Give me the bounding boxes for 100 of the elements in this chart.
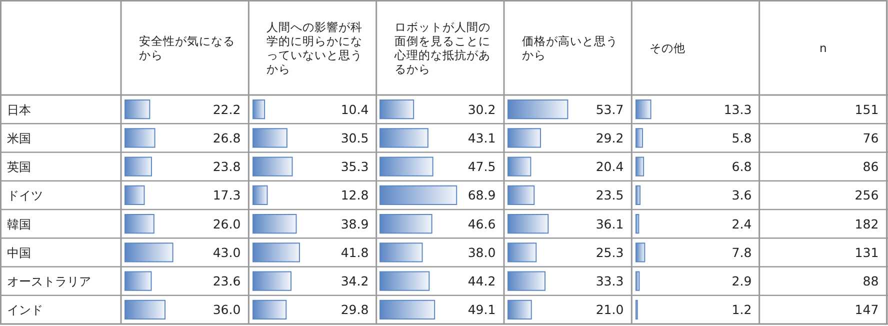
bar	[124, 214, 154, 234]
text: 131	[855, 244, 879, 260]
bar	[635, 185, 640, 205]
text: 76	[863, 130, 880, 146]
bar	[380, 156, 434, 176]
data-label: 36.0	[212, 302, 241, 318]
data-label: 46.6	[468, 216, 496, 232]
data-label: 25.3	[596, 244, 624, 260]
data-label: 13.3	[723, 102, 752, 117]
bar	[252, 185, 268, 205]
data-label: 23.6	[212, 274, 241, 289]
text: n	[818, 40, 828, 56]
data-label: 29.8	[340, 302, 368, 318]
data-label: 30.5	[340, 130, 368, 146]
bar	[380, 271, 430, 291]
data-label: 43.1	[468, 130, 496, 146]
data-label: 41.8	[340, 244, 368, 260]
bar	[380, 185, 458, 205]
data-label: 35.3	[340, 159, 368, 174]
bar	[635, 214, 639, 234]
bar	[252, 300, 286, 320]
bar	[252, 128, 288, 148]
data-label: 38.0	[468, 244, 496, 260]
bar	[508, 214, 549, 234]
bar	[635, 100, 651, 120]
data-label: 33.3	[596, 274, 624, 289]
y-tick-label: ドイツ	[7, 188, 43, 203]
data-label: 23.5	[596, 188, 624, 203]
data-label: 29.2	[596, 130, 624, 146]
bar	[635, 156, 644, 176]
y-tick-label: 日本	[7, 102, 31, 117]
bar	[380, 300, 436, 320]
bar	[252, 242, 300, 262]
data-label: 23.8	[212, 159, 241, 174]
data-label: 47.5	[468, 159, 496, 174]
data-label: 12.8	[340, 188, 368, 203]
text: 256	[855, 188, 880, 203]
data-label: 2.9	[731, 274, 752, 289]
bar	[508, 156, 532, 176]
bar	[252, 271, 292, 291]
y-tick-label: インド	[7, 303, 43, 318]
bar	[508, 300, 532, 320]
bar	[635, 271, 640, 291]
bar	[124, 300, 166, 320]
data-label: 7.8	[731, 244, 752, 260]
bar	[508, 271, 546, 291]
data-label: 6.8	[731, 159, 752, 174]
data-label: 26.8	[212, 130, 241, 146]
bar	[635, 242, 645, 262]
data-label: 49.1	[468, 302, 496, 318]
bar	[380, 242, 424, 262]
data-label: 43.0	[212, 244, 241, 260]
bar	[380, 214, 433, 234]
data-label: 34.2	[340, 274, 368, 289]
chart-title: その他	[650, 40, 687, 56]
y-tick-label: 米国	[7, 131, 31, 146]
data-label: 3.6	[731, 188, 752, 203]
bar	[380, 100, 414, 120]
data-label: 36.1	[596, 216, 624, 232]
bar	[508, 128, 541, 148]
data-label: 1.2	[731, 302, 752, 318]
bar	[252, 214, 296, 234]
data-label: 38.9	[340, 216, 368, 232]
data-label: 22.2	[212, 102, 241, 117]
bar	[124, 242, 174, 262]
y-tick-label: 英国	[7, 160, 31, 174]
bar	[508, 242, 537, 262]
bar	[380, 128, 429, 148]
text: 147	[855, 302, 879, 318]
data-label: 30.2	[468, 102, 496, 117]
bar	[124, 128, 156, 148]
data-label: 10.4	[340, 102, 368, 117]
bar	[124, 156, 152, 176]
data-label: 17.3	[212, 188, 241, 203]
y-tick-label: オーストラリア	[7, 274, 91, 289]
data-label: 21.0	[596, 302, 624, 318]
data-label: 53.7	[596, 102, 624, 117]
bar	[252, 156, 292, 176]
text: 86	[863, 159, 880, 174]
bar	[508, 185, 535, 205]
chart-title: ロボットが人間の面倒を見ることに心理的な抵抗があるから	[394, 18, 492, 78]
y-tick-label: 韓国	[7, 217, 31, 232]
text: 182	[855, 216, 879, 232]
data-label: 26.0	[212, 216, 241, 232]
text: 88	[863, 274, 880, 289]
bar	[252, 100, 265, 120]
bar	[124, 271, 152, 291]
data-label: 5.8	[731, 130, 752, 146]
data-label: 68.9	[468, 188, 496, 203]
chart-title: 人間への影響が科学的に明らかになっていないと思うから	[266, 18, 364, 78]
data-label: 20.4	[596, 159, 624, 174]
bar	[124, 185, 145, 205]
chart-title: 安全性が気になるから	[139, 32, 236, 64]
y-tick-label: 中国	[7, 246, 31, 260]
bar	[124, 100, 150, 120]
data-label: 2.4	[731, 216, 752, 232]
data-label: 44.2	[468, 274, 496, 289]
bar	[508, 100, 568, 120]
text: 151	[855, 102, 879, 117]
chart-title: 価格が高いと思うから	[522, 32, 619, 64]
